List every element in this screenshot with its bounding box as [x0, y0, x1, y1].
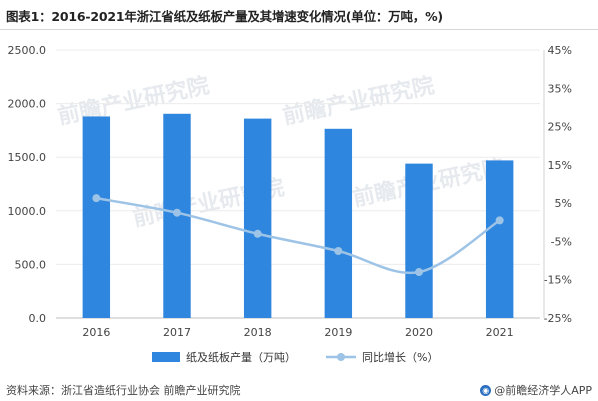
x-tick-label: 2017	[163, 326, 191, 339]
brand-label: @前瞻经济学人APP	[494, 384, 592, 397]
bar	[405, 163, 433, 318]
right-tick-label: -25%	[544, 312, 572, 325]
left-axis: 0.0 500.0 1000.0 1500.0 2000.0 2500.0	[8, 44, 47, 325]
brand-logo-icon: ◉	[480, 384, 492, 396]
bar-series	[82, 113, 514, 319]
bar	[485, 160, 514, 318]
legend-label-bar: 纸及纸板产量（万吨）	[186, 350, 296, 364]
combo-chart: 前瞻产业研究院前瞻产业研究院前瞻产业研究院前瞻产业研究院 0.0 500.0 100…	[8, 44, 573, 364]
right-tick-label: 25%	[548, 121, 572, 134]
left-tick-label: 2500.0	[8, 44, 47, 57]
x-tick-label: 2018	[244, 326, 272, 339]
watermark-layer: 前瞻产业研究院前瞻产业研究院前瞻产业研究院前瞻产业研究院	[56, 72, 507, 231]
grid-lines	[56, 49, 540, 319]
bar	[324, 128, 353, 318]
legend: 纸及纸板产量（万吨） 同比增长（%）	[152, 350, 438, 364]
chart-title: 图表1：2016-2021年浙江省纸及纸板产量及其增速变化情况(单位：万吨，%)	[6, 9, 443, 24]
right-tick-label: -5%	[551, 235, 572, 248]
line-point	[495, 216, 504, 225]
left-tick-label: 1000.0	[8, 205, 47, 218]
right-axis: -25% -15% -5% 5% 15% 25% 35% 45%	[543, 44, 572, 325]
legend-label-line: 同比增长（%）	[362, 350, 438, 364]
x-tick-label: 2016	[82, 326, 110, 339]
line-point	[334, 247, 343, 255]
right-tick-label: 45%	[548, 44, 572, 57]
watermark-text: 前瞻产业研究院	[281, 72, 437, 129]
left-tick-label: 2000.0	[8, 98, 47, 111]
line-point	[92, 194, 101, 203]
x-axis: 2016 2017 2018 2019 2020 2021	[82, 326, 513, 339]
right-tick-label: 5%	[555, 197, 572, 210]
growth-line	[96, 196, 501, 275]
left-tick-label: 0.0	[29, 312, 47, 325]
left-tick-label: 500.0	[15, 258, 47, 271]
x-tick-label: 2021	[486, 326, 514, 339]
line-series	[92, 194, 504, 277]
legend-swatch-bar	[152, 352, 180, 362]
line-point	[253, 229, 262, 238]
source-note: 资料来源：浙江省造纸行业协会 前瞻产业研究院	[6, 384, 241, 397]
bar	[243, 118, 272, 318]
right-tick-label: 35%	[548, 82, 572, 95]
line-point	[173, 208, 181, 217]
legend-swatch-point	[337, 353, 345, 361]
right-tick-label: 15%	[548, 159, 572, 172]
left-tick-label: 1500.0	[8, 151, 47, 164]
brand-credit: ◉ @前瞻经济学人APP	[480, 382, 592, 398]
title-divider	[0, 29, 598, 30]
line-point	[415, 268, 423, 277]
x-tick-label: 2020	[405, 326, 433, 339]
bar	[82, 116, 111, 319]
x-tick-label: 2019	[324, 326, 352, 339]
right-tick-label: -15%	[544, 274, 572, 287]
